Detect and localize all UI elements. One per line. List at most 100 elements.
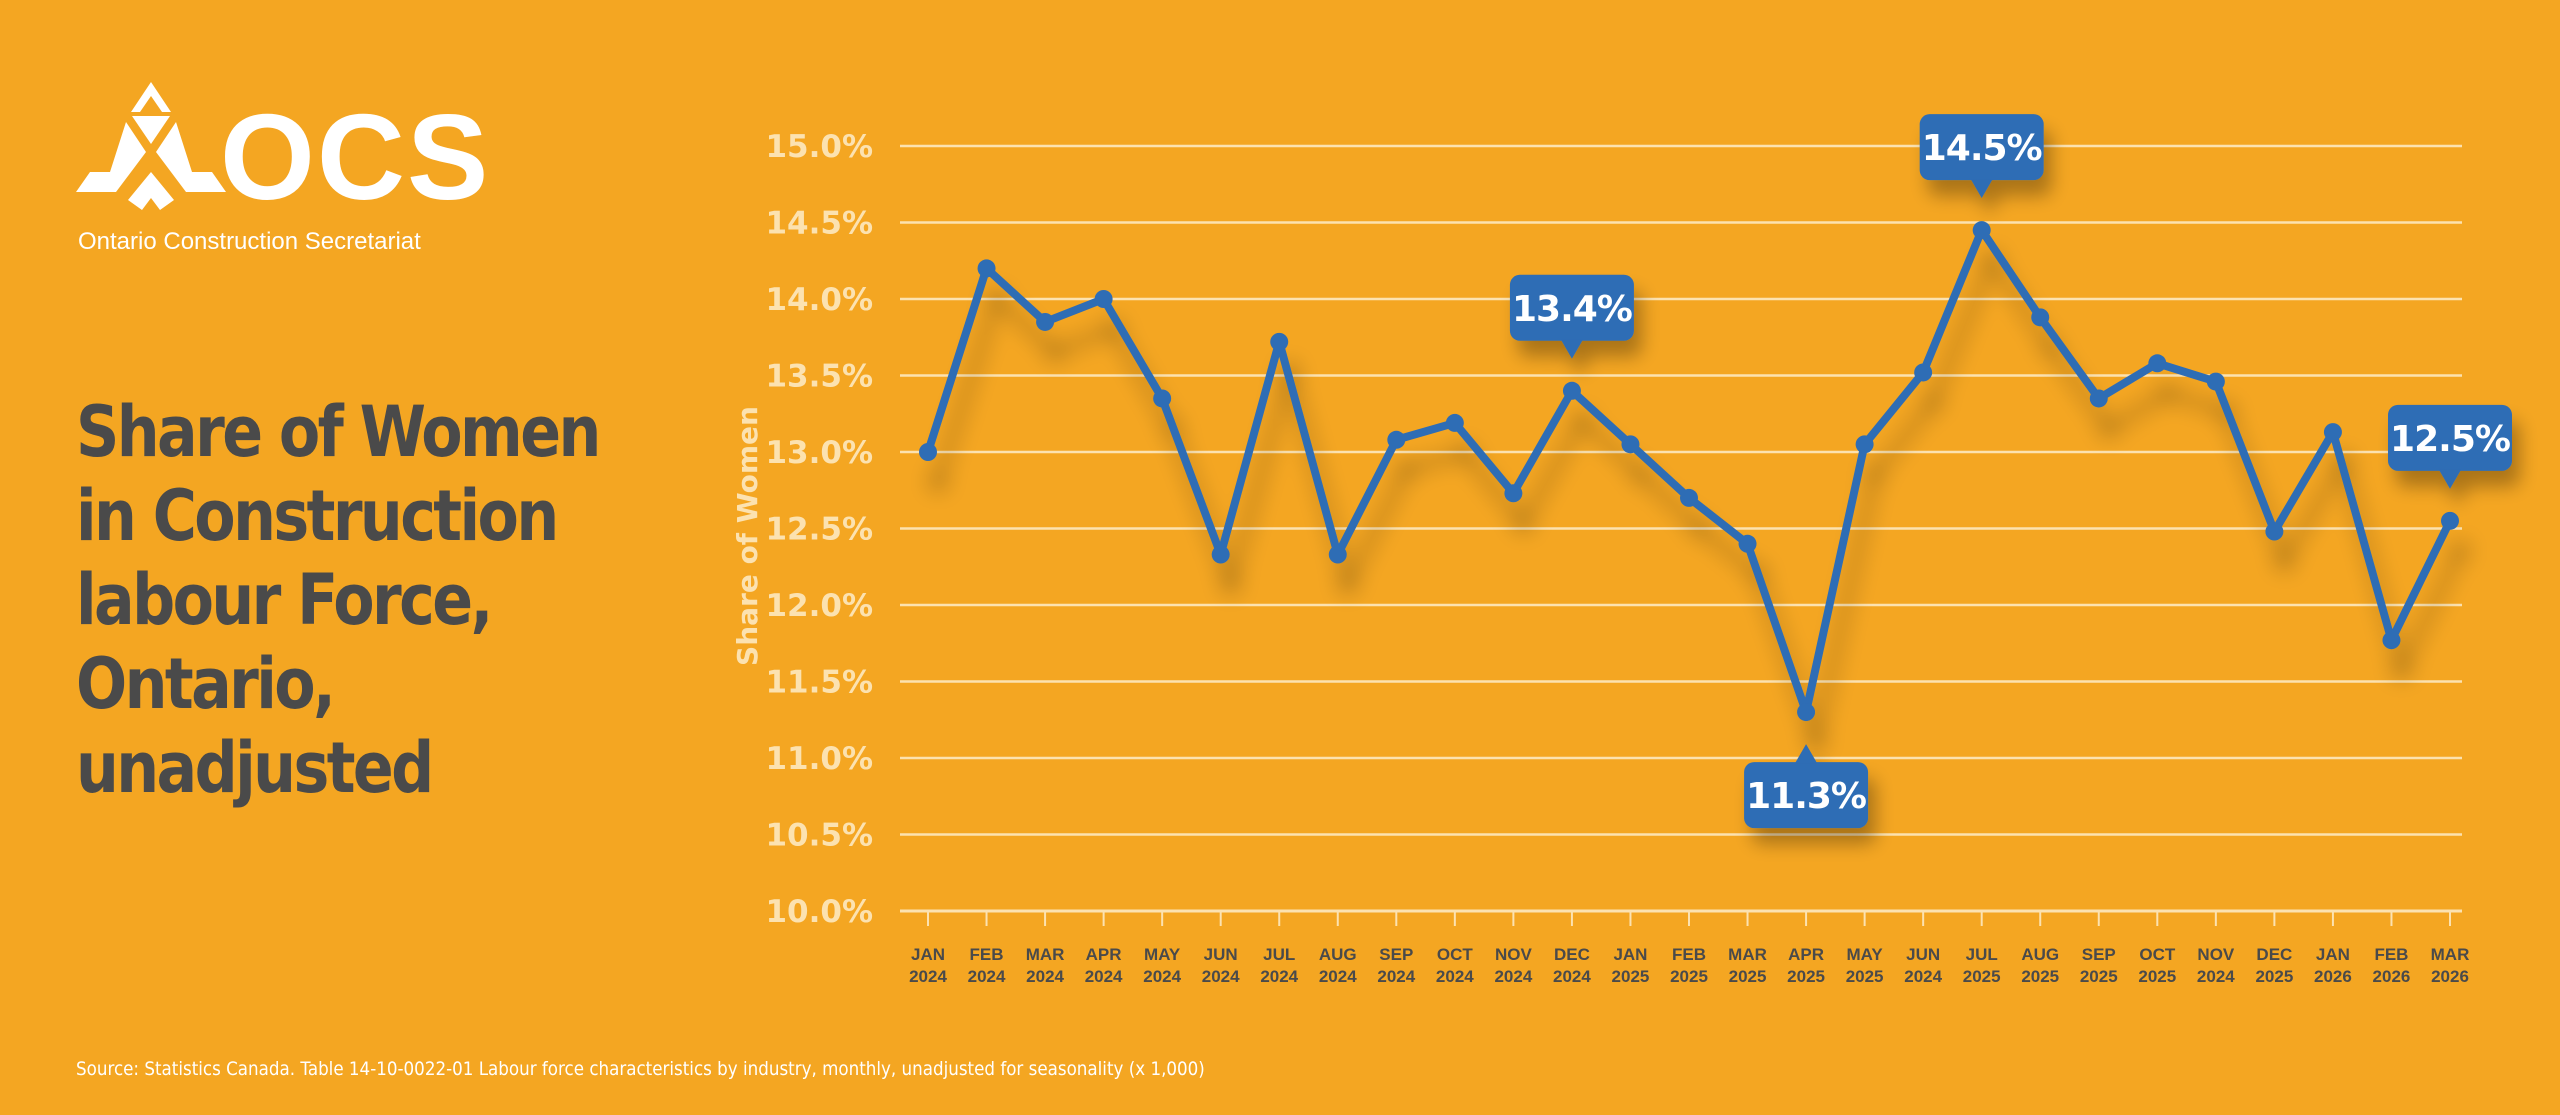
callout-label: 14.5%: [1922, 128, 2042, 169]
data-point: [2206, 372, 2225, 391]
y-tick-label: 13.5%: [765, 359, 873, 395]
ocs-logo: OCS Ontario Construction Secretariat: [76, 82, 496, 262]
x-tick-month: JAN: [1613, 945, 1647, 964]
data-point: [1094, 290, 1113, 308]
callout-pointer: [1970, 179, 1993, 199]
x-tick-year: 2024: [1904, 967, 1942, 986]
x-tick-year: 2025: [1963, 967, 2001, 986]
x-tick-year: 2026: [2314, 967, 2352, 986]
x-tick-month: MAR: [2431, 945, 2470, 964]
x-tick-month: APR: [1788, 945, 1824, 964]
x-tick-year: 2024: [1202, 967, 1240, 986]
x-tick-month: FEB: [1672, 945, 1706, 964]
y-tick-label: 15.0%: [765, 129, 873, 165]
x-tick-month: DEC: [2256, 945, 2292, 964]
data-point: [2382, 631, 2401, 650]
x-tick-month: JUL: [1966, 945, 1998, 964]
callout: [1509, 274, 1634, 359]
x-tick-month: JUN: [1204, 945, 1238, 964]
x-tick-month: MAR: [1728, 945, 1767, 964]
x-tick-month: SEP: [1379, 945, 1413, 964]
data-point: [2441, 511, 2459, 530]
y-tick-label: 14.5%: [765, 206, 873, 242]
x-tick-year: 2026: [2431, 967, 2469, 986]
x-tick-year: 2024: [1377, 967, 1415, 986]
callout-pointer: [1560, 339, 1583, 359]
title-line: in Construction: [76, 475, 559, 557]
data-point: [2265, 522, 2284, 541]
x-tick-year: 2024: [1026, 967, 1064, 986]
x-tick-month: SEP: [2082, 945, 2116, 964]
x-tick-year: 2024: [1553, 967, 1591, 986]
ocs-logo-mark-icon: [76, 82, 226, 210]
data-point: [1211, 545, 1230, 564]
data-point: [1621, 435, 1640, 454]
x-tick-year: 2025: [2080, 967, 2118, 986]
callout: [1744, 744, 1869, 829]
data-point: [1972, 221, 1991, 240]
y-tick-label: 10.0%: [765, 894, 873, 930]
x-tick-month: MAR: [1026, 945, 1065, 964]
title-line: labour Force,: [76, 559, 493, 641]
source-note: Source: Statistics Canada. Table 14-10-0…: [76, 1058, 1205, 1080]
callout-pointer: [1795, 744, 1818, 764]
data-point: [1153, 389, 1172, 408]
callout-box: [2388, 404, 2512, 471]
logo-wordmark: OCS: [220, 89, 491, 225]
callout-label: 12.5%: [2390, 419, 2510, 460]
x-tick-year: 2025: [1787, 967, 1825, 986]
title-line: Share of Women: [76, 391, 601, 473]
callout: [2388, 404, 2512, 489]
x-tick-month: MAY: [1847, 945, 1884, 964]
x-tick-year: 2026: [2373, 967, 2411, 986]
page-title: Share of Women in Construction labour Forc…: [76, 390, 609, 810]
y-tick-label: 13.0%: [765, 435, 873, 471]
x-tick-year: 2025: [1670, 967, 1708, 986]
title-line: Ontario,: [76, 643, 336, 725]
y-tick-label: 10.5%: [765, 818, 873, 854]
data-point: [2031, 308, 2050, 327]
series-layer: [919, 221, 2459, 722]
data-point: [1855, 435, 1874, 454]
data-point: [1680, 488, 1698, 507]
x-tick-month: DEC: [1554, 945, 1590, 964]
data-point: [2148, 354, 2167, 373]
x-tick-year: 2024: [1494, 967, 1532, 986]
x-tick-month: FEB: [2374, 945, 2408, 964]
data-point: [1387, 430, 1406, 449]
title-line: unadjusted: [76, 727, 434, 809]
data-point: [1504, 484, 1523, 503]
x-tick-month: NOV: [1495, 945, 1533, 964]
data-point: [1445, 413, 1464, 432]
y-tick-label: 11.0%: [765, 741, 873, 777]
x-tick-year: 2025: [1729, 967, 1767, 986]
x-tick-year: 2024: [1085, 967, 1123, 986]
data-point: [2323, 423, 2342, 442]
x-tick-month: JAN: [2316, 945, 2350, 964]
callout-box: [1509, 274, 1634, 341]
x-tick-month: FEB: [970, 945, 1004, 964]
logo-subtitle: Ontario Construction Secretariat: [78, 228, 421, 255]
y-tick-label: 14.0%: [765, 282, 873, 318]
x-tick-month: MAY: [1144, 945, 1181, 964]
data-point: [1328, 545, 1347, 564]
x-tick-year: 2024: [1319, 967, 1357, 986]
x-tick-year: 2024: [909, 967, 947, 986]
data-point: [1270, 332, 1289, 351]
data-point: [1797, 703, 1816, 722]
data-point: [1036, 312, 1055, 331]
x-tick-year: 2024: [1143, 967, 1181, 986]
callout-box: [1919, 114, 2044, 181]
x-axis: JAN 2024 FEB 2024 MAR 2024 APR 2024 MAY 2024 JUN 20…: [900, 909, 2470, 986]
x-tick-year: 2024: [968, 967, 1006, 986]
data-point: [977, 259, 996, 278]
callout-box: [1744, 762, 1869, 829]
data-point: [2089, 389, 2108, 408]
y-axis-label: Share of Women: [731, 406, 764, 666]
data-point: [1914, 363, 1933, 382]
callout-layer: 13.4% 11.3% 14.5% 12.5%: [1509, 114, 2512, 829]
x-tick-month: OCT: [2139, 945, 2176, 964]
x-tick-year: 2025: [1612, 967, 1650, 986]
x-tick-year: 2025: [1846, 967, 1884, 986]
data-point: [919, 443, 937, 461]
